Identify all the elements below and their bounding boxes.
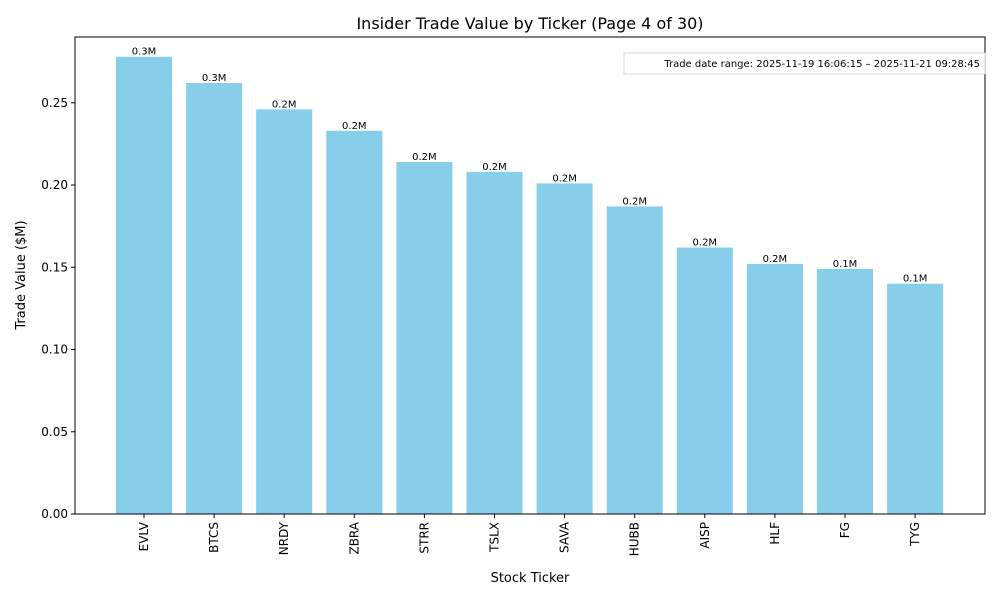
x-axis: EVLV BTCS NRDY ZBRA STRR TSLX SAVA HUBB AISP HLF F… xyxy=(137,514,922,556)
x-tick-label: NRDY xyxy=(277,521,291,555)
y-tick-label: 0.20 xyxy=(41,178,68,192)
y-tick-label: 0.00 xyxy=(41,507,68,521)
bar-fg xyxy=(817,268,873,514)
x-tick-label: FG xyxy=(838,522,852,538)
bar-labels-group: 0.3M 0.3M 0.2M 0.2M 0.2M 0.2M 0.2M 0.2M 0.2M 0.2M… xyxy=(132,47,928,285)
bar-value-label: 0.2M xyxy=(693,238,718,249)
bar-value-label: 0.2M xyxy=(342,121,367,132)
y-tick-label: 0.25 xyxy=(41,96,68,110)
x-tick-label: EVLV xyxy=(137,521,151,551)
bar-value-label: 0.2M xyxy=(482,162,507,173)
bar-value-label: 0.3M xyxy=(132,47,157,58)
bar-hubb xyxy=(606,206,663,515)
date-range-annotation: Trade date range: 2025-11-19 16:06:15 – … xyxy=(663,59,980,70)
bar-btcs xyxy=(186,83,243,514)
y-axis-title: Trade Value ($M) xyxy=(14,220,29,330)
plot-frame xyxy=(74,36,986,515)
bars-group xyxy=(116,56,944,515)
bar-tslx xyxy=(466,171,523,514)
bar-hlf xyxy=(746,263,803,514)
bar-value-label: 0.2M xyxy=(412,152,437,163)
bar-value-label: 0.3M xyxy=(202,73,227,84)
bar-value-label: 0.2M xyxy=(763,254,788,265)
y-tick-label: 0.15 xyxy=(41,260,68,274)
x-tick-label: STRR xyxy=(417,522,431,554)
chart-title: Insider Trade Value by Ticker (Page 4 of… xyxy=(356,14,703,33)
bar-value-label: 0.2M xyxy=(622,196,647,207)
bar-value-label: 0.2M xyxy=(552,173,577,184)
x-axis-title: Stock Ticker xyxy=(491,571,570,586)
bar-strr xyxy=(396,162,453,514)
y-tick-label: 0.05 xyxy=(41,425,68,439)
x-tick-label: HLF xyxy=(768,522,782,545)
x-tick-label: ZBRA xyxy=(347,521,361,554)
bar-evlv xyxy=(116,56,172,515)
bar-sava xyxy=(536,183,593,514)
x-tick-label: HUBB xyxy=(628,522,642,556)
annotation-box xyxy=(623,52,986,75)
x-tick-label: AISP xyxy=(698,522,712,549)
bar-tyg xyxy=(887,283,944,514)
y-axis: 0.00 0.05 0.10 0.15 0.20 0.25 xyxy=(41,96,75,521)
x-tick-label: TYG xyxy=(908,522,922,547)
bar-value-label: 0.1M xyxy=(903,274,928,285)
y-tick-label: 0.10 xyxy=(41,343,68,357)
bar-value-label: 0.2M xyxy=(272,99,297,110)
bar-zbra xyxy=(326,130,383,514)
x-tick-label: TSLX xyxy=(488,522,502,553)
x-tick-label: SAVA xyxy=(558,521,572,553)
x-tick-label: BTCS xyxy=(207,522,221,553)
bar-nrdy xyxy=(256,109,313,515)
bar-aisp xyxy=(676,247,733,515)
bar-value-label: 0.1M xyxy=(833,259,858,270)
